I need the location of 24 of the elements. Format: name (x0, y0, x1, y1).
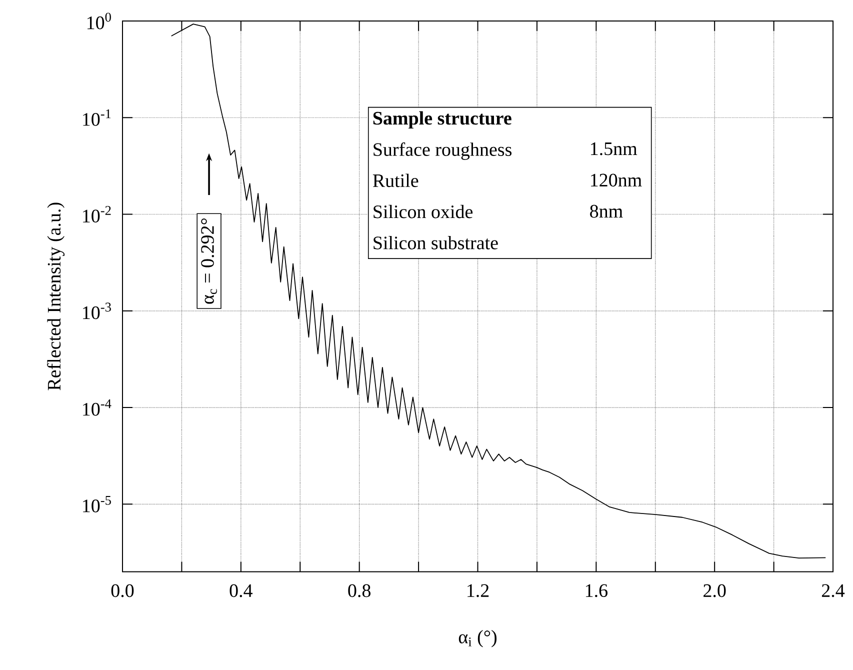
x-tick-label: 1.6 (586, 584, 608, 598)
annotation: Silicon oxide (374, 204, 473, 218)
y-tick-label: 10$^{0}$ (87, 12, 111, 30)
x-tick-label: 1.2 (468, 584, 489, 598)
y-tick-label: 10$^{-3}$ (83, 302, 111, 320)
annotation: 8nm (590, 204, 623, 218)
annotation: Silicon substrate (374, 236, 498, 250)
annotation: 1.5nm (591, 142, 638, 156)
x-axis-title: α$_{i}$ (°) (458, 630, 497, 648)
annotation: α$_{c}$ = 0.292° (201, 218, 217, 304)
x-tick-label: 0.0 (111, 584, 134, 598)
x-tick-label: 0.8 (348, 584, 370, 598)
y-tick-label: 10$^{-1}$ (83, 109, 111, 126)
y-axis-title: Reflected Intensity (a.u.) (47, 202, 65, 390)
x-tick-label: 2.4 (822, 584, 845, 598)
annotation: Sample structure (373, 111, 512, 129)
y-tick-label: 10$^{-2}$ (83, 206, 111, 223)
y-tick-label: 10$^{-5}$ (83, 496, 111, 512)
x-tick-label: 2.0 (704, 584, 726, 598)
annotation: Surface roughness (374, 142, 512, 160)
annotation: 120nm (591, 174, 642, 187)
x-tick-label: 0.4 (230, 584, 252, 598)
annotation: Rutile (372, 174, 418, 188)
y-tick-label: 10$^{-4}$ (83, 399, 112, 416)
